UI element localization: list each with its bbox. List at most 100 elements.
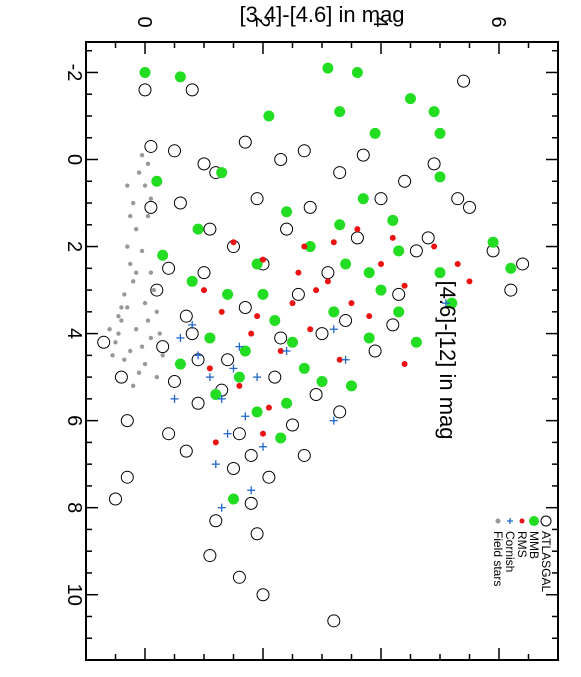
mmb-point xyxy=(174,358,186,370)
field-stars-point xyxy=(139,248,145,254)
field-stars-point xyxy=(125,244,130,249)
rms-point xyxy=(230,239,237,246)
tick-labels: 0 2 4 6 -2 0 2 4 6 8 10 xyxy=(63,16,509,605)
mmb-point xyxy=(151,175,163,187)
legend-item-cornish: Cornish xyxy=(503,518,517,572)
x-tick-label: 6 xyxy=(487,16,509,27)
atlasgal-point xyxy=(398,174,412,188)
rms-point xyxy=(466,278,473,285)
legend-item-rms: RMS xyxy=(515,518,529,558)
rms-point xyxy=(354,226,361,233)
field-stars-point xyxy=(133,226,139,232)
mmb-point xyxy=(281,397,293,409)
atlasgal-point xyxy=(173,196,187,210)
field-stars-point xyxy=(128,213,133,219)
plot-frame xyxy=(85,41,559,661)
atlasgal-point xyxy=(262,470,276,484)
mmb-point xyxy=(186,275,198,287)
rms-point xyxy=(389,234,396,241)
rms-point xyxy=(201,287,207,294)
field-stars-point xyxy=(154,309,159,315)
mmb-point xyxy=(446,297,458,309)
field-stars-point xyxy=(122,357,127,362)
field-stars-point xyxy=(142,300,148,306)
atlasgal-point xyxy=(356,148,370,162)
x-tick-label: 4 xyxy=(369,16,391,27)
rms-point xyxy=(236,382,243,389)
cornish-point xyxy=(329,325,338,334)
rms-point xyxy=(289,300,296,307)
field-stars-point xyxy=(133,270,139,275)
atlasgal-point xyxy=(333,166,347,180)
atlasgal-point xyxy=(168,144,181,158)
atlasgal-point xyxy=(386,318,400,332)
cornish-point xyxy=(211,460,220,469)
field-stars-point xyxy=(116,313,121,319)
field-stars-point xyxy=(145,213,151,219)
legend-marker xyxy=(540,515,552,527)
legend-item-field-stars: Field stars xyxy=(491,518,505,586)
atlasgal-point xyxy=(374,192,388,206)
rms-point xyxy=(265,404,272,411)
cornish-point xyxy=(241,412,250,421)
atlasgal-point xyxy=(156,340,170,354)
y-tick-label: -2 xyxy=(63,64,85,82)
legend-marker xyxy=(529,516,539,526)
mmb-point xyxy=(434,127,446,139)
atlasgal-point xyxy=(516,257,530,271)
field-stars-point xyxy=(107,327,112,332)
atlasgal-point xyxy=(268,370,282,384)
atlasgal-point xyxy=(321,266,335,280)
y-tick-label: 10 xyxy=(63,584,85,606)
rms-point xyxy=(254,313,261,320)
cornish-point xyxy=(329,416,338,425)
axis-ticks xyxy=(85,42,559,661)
atlasgal-point xyxy=(315,327,329,341)
field-stars-point xyxy=(151,287,157,293)
mmb-point xyxy=(210,389,222,401)
legend-item-atlasgal: ATLASGAL xyxy=(539,515,553,592)
mmb-point xyxy=(387,214,399,226)
mmb-point xyxy=(363,267,375,279)
atlasgal-point xyxy=(327,614,341,628)
atlasgal-point xyxy=(244,496,258,510)
mmb-point xyxy=(375,284,387,296)
field-stars-point xyxy=(160,353,165,358)
atlasgal-point xyxy=(185,83,199,97)
cornish-point xyxy=(176,333,185,342)
atlasgal-point xyxy=(232,570,246,584)
field-stars-point xyxy=(145,161,151,167)
cornish-point xyxy=(441,299,450,308)
cornish-point xyxy=(170,394,179,403)
cornish-point xyxy=(194,351,203,360)
atlasgal-point xyxy=(451,192,465,206)
legend-label: Field stars xyxy=(491,531,505,586)
rms-point xyxy=(330,239,337,246)
atlasgal-point xyxy=(238,300,252,314)
mmb-point xyxy=(192,223,204,235)
mmb-point xyxy=(222,288,234,300)
atlasgal-point xyxy=(504,283,518,297)
field-stars-point xyxy=(142,361,148,367)
atlasgal-point xyxy=(286,418,299,432)
mmb-point xyxy=(393,245,405,257)
atlasgal-point xyxy=(250,192,264,206)
field-stars-point xyxy=(136,170,142,175)
rms-point xyxy=(218,308,225,315)
atlasgal-point xyxy=(168,374,181,388)
atlasgal-point xyxy=(120,470,134,484)
field-stars-point xyxy=(131,200,136,206)
mmb-point xyxy=(263,110,275,122)
mmb-point xyxy=(363,332,375,344)
field-stars-point xyxy=(139,152,145,158)
atlasgal-point xyxy=(280,222,294,236)
mmb-point xyxy=(369,127,381,139)
rms-point xyxy=(260,430,266,437)
cornish-point xyxy=(229,364,238,373)
y-tick-label: 0 xyxy=(63,154,85,165)
mmb-point xyxy=(334,219,346,231)
cornish-point xyxy=(205,373,214,382)
atlasgal-point xyxy=(227,462,240,476)
atlasgal-point xyxy=(138,83,152,97)
